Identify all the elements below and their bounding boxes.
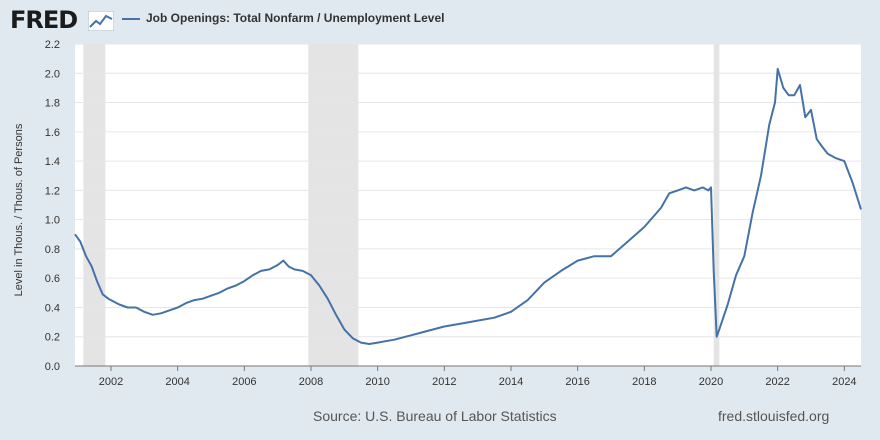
legend-label: Job Openings: Total Nonfarm / Unemployme… bbox=[146, 11, 445, 25]
y-tick-label: 0.8 bbox=[45, 244, 60, 256]
series-line bbox=[74, 67, 862, 345]
y-tick-label: 1.8 bbox=[45, 98, 60, 110]
x-tick-label: 2012 bbox=[432, 376, 456, 388]
x-tick-label: 2002 bbox=[99, 376, 123, 388]
x-tick-label: 2022 bbox=[765, 376, 789, 388]
x-tick-label: 2014 bbox=[499, 376, 523, 388]
y-tick-label: 0.2 bbox=[45, 332, 60, 344]
y-tick-label: 1.2 bbox=[45, 185, 60, 197]
y-tick-label: 1.6 bbox=[45, 127, 60, 139]
x-tick-label: 2010 bbox=[365, 376, 389, 388]
y-tick-label: 0.6 bbox=[45, 273, 60, 285]
fred-graph-icon bbox=[88, 11, 114, 31]
x-tick-label: 2020 bbox=[699, 376, 723, 388]
recession-band bbox=[713, 44, 720, 366]
recession-band bbox=[83, 44, 106, 366]
y-tick-label: 2.2 bbox=[45, 39, 60, 51]
x-tick-label: 2024 bbox=[832, 376, 856, 388]
legend-swatch bbox=[122, 17, 140, 20]
y-tick-label: 0.0 bbox=[45, 361, 60, 373]
plot-area bbox=[75, 44, 861, 366]
footer-source: Source: U.S. Bureau of Labor Statistics bbox=[313, 408, 557, 424]
chart-legend: Job Openings: Total Nonfarm / Unemployme… bbox=[122, 11, 444, 25]
recession-band bbox=[308, 44, 359, 366]
footer-site: fred.stlouisfed.org bbox=[718, 408, 830, 424]
x-tick-label: 2006 bbox=[232, 376, 256, 388]
x-tick-label: 2016 bbox=[565, 376, 589, 388]
y-tick-label: 1.0 bbox=[45, 215, 60, 227]
x-tick-label: 2008 bbox=[299, 376, 323, 388]
y-tick-label: 0.4 bbox=[45, 302, 60, 314]
x-tick-label: 2018 bbox=[632, 376, 656, 388]
x-tick-label: 2004 bbox=[165, 376, 189, 388]
y-tick-label: 1.4 bbox=[45, 156, 60, 168]
y-tick-label: 2.0 bbox=[45, 68, 60, 80]
fred-logo: FRED bbox=[10, 6, 78, 34]
